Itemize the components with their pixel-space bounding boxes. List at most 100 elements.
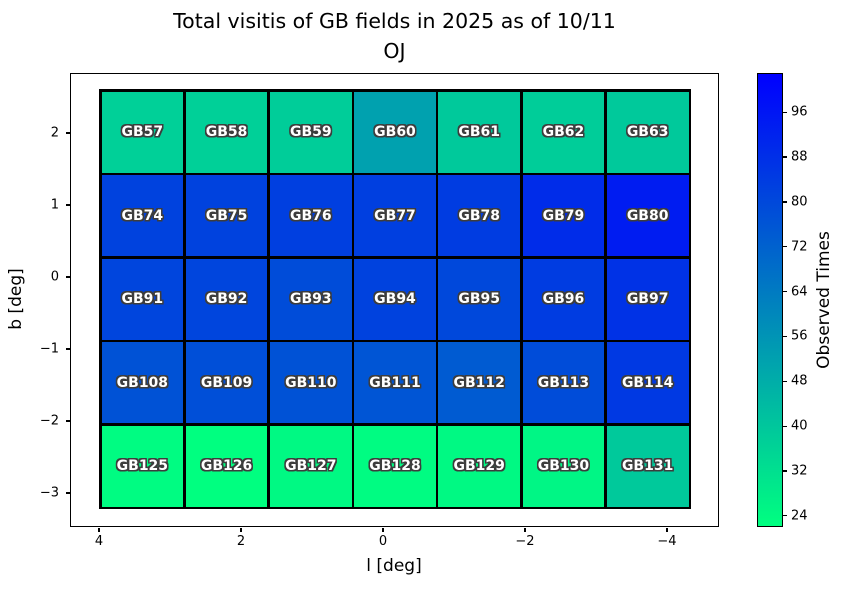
y-tick-label: −3 xyxy=(39,485,59,501)
colorbar-tick-mark xyxy=(783,201,787,203)
field-label: GB74 xyxy=(121,207,164,224)
colorbar-tick-mark xyxy=(783,515,787,517)
colorbar-tick-label: 48 xyxy=(791,373,808,389)
field-label: GB93 xyxy=(289,291,332,307)
colorbar-tick-mark xyxy=(783,380,787,382)
field-label: GB61 xyxy=(458,124,501,140)
heatmap-cell-GB59: GB59 xyxy=(269,91,352,173)
field-label: GB128 xyxy=(369,458,421,474)
heatmap-cell-GB93: GB93 xyxy=(269,258,352,340)
field-label: GB111 xyxy=(369,374,421,391)
heatmap-cell-GB60: GB60 xyxy=(354,91,436,173)
y-tick-mark xyxy=(65,132,70,134)
field-label: GB131 xyxy=(621,458,674,474)
field-label: GB94 xyxy=(374,291,416,307)
x-tick-label: 0 xyxy=(378,534,388,549)
x-tick-mark xyxy=(524,528,526,532)
colorbar xyxy=(757,73,783,527)
y-tick-label: −2 xyxy=(39,413,59,429)
heatmap-cell-GB113: GB113 xyxy=(522,342,605,423)
colorbar-tick-label: 64 xyxy=(791,284,808,300)
field-label: GB130 xyxy=(537,458,590,474)
field-label: GB113 xyxy=(537,374,590,391)
heatmap-cell-GB92: GB92 xyxy=(185,258,268,340)
colorbar-tick-label: 40 xyxy=(791,418,808,434)
field-label: GB75 xyxy=(205,207,248,224)
colorbar-tick-mark xyxy=(783,156,787,158)
heatmap-cell-GB75: GB75 xyxy=(185,175,268,256)
chart-title-line2: OJ xyxy=(383,39,406,63)
heatmap-cell-GB130: GB130 xyxy=(522,425,605,507)
field-label: GB114 xyxy=(621,374,674,391)
y-tick-mark xyxy=(65,204,70,206)
field-label: GB63 xyxy=(626,124,669,140)
field-label: GB79 xyxy=(542,207,585,224)
colorbar-tick-mark xyxy=(783,290,787,293)
field-label: GB78 xyxy=(458,207,501,224)
field-label: GB59 xyxy=(289,124,332,140)
chart-title: Total visitis of GB fields in 2025 as of… xyxy=(70,6,719,66)
heatmap-cell-GB96: GB96 xyxy=(522,258,605,340)
heatmap-cell-GB125: GB125 xyxy=(101,425,184,507)
plot-area: GB57 GB58 GB59 GB60 GB61 GB62 GB63 GB74 GB75 GB76… xyxy=(40,73,719,549)
heatmap-cell-GB129: GB129 xyxy=(438,425,521,507)
heatmap-cell-GB131: GB131 xyxy=(606,425,689,507)
field-label: GB77 xyxy=(374,207,416,224)
colorbar-tick-label: 32 xyxy=(791,463,808,479)
colorbar-tick-label: 24 xyxy=(791,508,808,524)
heatmap-cell-GB74: GB74 xyxy=(101,175,184,256)
heatmap-cell-GB91: GB91 xyxy=(101,258,184,340)
heatmap-cell-GB94: GB94 xyxy=(354,258,436,340)
y-tick-mark xyxy=(65,492,70,494)
heatmap-grid: GB57 GB58 GB59 GB60 GB61 GB62 GB63 GB74 GB75 GB76… xyxy=(99,89,691,509)
heatmap-cell-GB126: GB126 xyxy=(185,425,268,507)
field-label: GB92 xyxy=(205,291,248,307)
heatmap-cell-GB63: GB63 xyxy=(606,91,689,173)
y-tick-mark xyxy=(65,348,70,350)
y-tick-label: 2 xyxy=(50,125,59,141)
heatmap-cell-GB76: GB76 xyxy=(269,175,352,256)
x-tick-label: 4 xyxy=(94,534,104,549)
heatmap-cell-GB58: GB58 xyxy=(185,91,268,173)
y-tick-mark xyxy=(65,420,70,422)
field-label: GB112 xyxy=(453,374,505,391)
colorbar-label: Observed Times xyxy=(814,231,834,369)
field-label: GB97 xyxy=(626,291,669,307)
field-label: GB110 xyxy=(285,374,337,391)
colorbar-tick-mark xyxy=(783,335,787,338)
colorbar-tick-mark xyxy=(783,111,787,113)
heatmap-cell-GB128: GB128 xyxy=(354,425,436,507)
field-label: GB76 xyxy=(289,207,332,224)
x-tick-mark xyxy=(382,528,384,532)
colorbar-tick-label: 80 xyxy=(791,194,808,210)
field-label: GB95 xyxy=(458,291,501,307)
heatmap-cell-GB77: GB77 xyxy=(354,175,436,256)
x-tick-label: 2 xyxy=(236,534,246,549)
colorbar-tick-label: 96 xyxy=(791,104,808,120)
heatmap-cell-GB78: GB78 xyxy=(438,175,521,256)
chart-title-line1: Total visitis of GB fields in 2025 as of… xyxy=(173,9,616,33)
x-tick-mark xyxy=(666,528,668,532)
field-label: GB62 xyxy=(542,124,585,140)
heatmap-cell-GB109: GB109 xyxy=(185,342,268,423)
heatmap-cell-GB110: GB110 xyxy=(269,342,352,423)
y-tick-mark xyxy=(65,276,70,278)
field-label: GB109 xyxy=(200,374,253,391)
field-label: GB129 xyxy=(453,458,505,474)
x-tick-mark xyxy=(240,528,242,532)
x-tick-label: −2 xyxy=(515,534,535,549)
field-label: GB58 xyxy=(205,124,248,140)
heatmap-cell-GB108: GB108 xyxy=(101,342,184,423)
field-label: GB57 xyxy=(121,124,164,140)
colorbar-tick-mark xyxy=(783,470,787,472)
field-label: GB108 xyxy=(116,374,169,391)
x-axis-label: l [deg] xyxy=(366,556,422,576)
heatmap-cell-GB62: GB62 xyxy=(522,91,605,173)
colorbar-tick-mark xyxy=(783,246,787,248)
colorbar-tick-label: 88 xyxy=(791,149,808,165)
x-tick-label: −4 xyxy=(657,534,677,549)
field-label: GB91 xyxy=(121,291,164,307)
heatmap-cell-GB61: GB61 xyxy=(438,91,521,173)
field-label: GB126 xyxy=(200,458,253,474)
heatmap-cell-GB111: GB111 xyxy=(354,342,436,423)
